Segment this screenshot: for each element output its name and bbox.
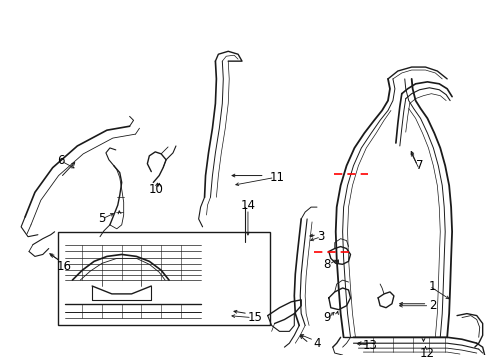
Text: 10: 10 — [148, 183, 163, 196]
Text: 1: 1 — [428, 279, 435, 293]
Text: 9: 9 — [323, 311, 330, 324]
Text: 12: 12 — [419, 347, 434, 360]
Text: 8: 8 — [323, 258, 330, 271]
Text: 15: 15 — [247, 311, 262, 324]
Text: 14: 14 — [240, 199, 255, 212]
Text: 11: 11 — [269, 171, 285, 184]
Text: 6: 6 — [57, 154, 64, 167]
Bar — [58, 232, 269, 325]
Text: 13: 13 — [362, 339, 377, 352]
Text: 3: 3 — [317, 230, 324, 243]
Text: 7: 7 — [415, 159, 423, 172]
Text: 16: 16 — [57, 260, 72, 273]
Text: 2: 2 — [428, 299, 435, 312]
Text: 5: 5 — [98, 212, 105, 225]
Text: 4: 4 — [313, 337, 320, 350]
